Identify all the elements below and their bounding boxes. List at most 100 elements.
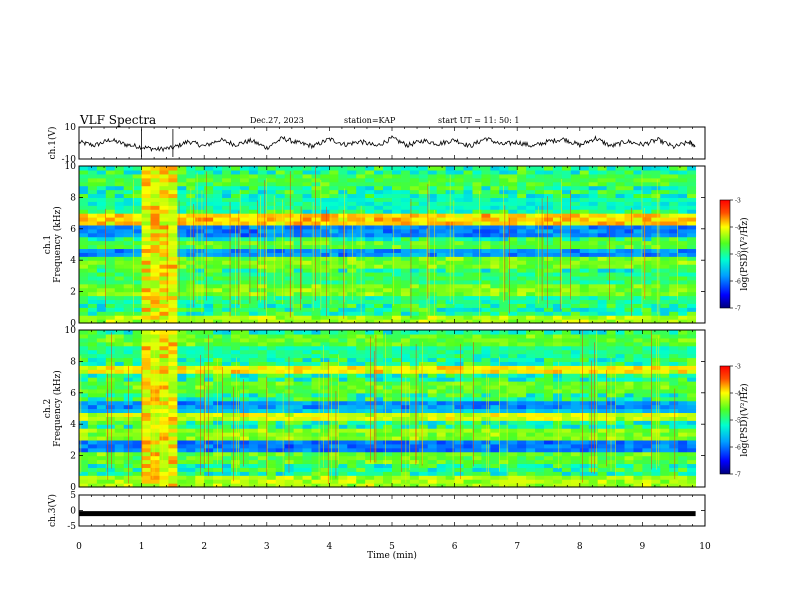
ch1-spec-cell <box>526 283 536 289</box>
ch1-spec-cell <box>365 256 375 261</box>
ch2-spec-cell <box>302 483 313 488</box>
ch2-spec-cell <box>248 357 259 362</box>
ch1-spec-cell <box>96 166 107 171</box>
ch2-spec-cell <box>418 345 429 351</box>
ch1-spec-cell <box>624 220 635 226</box>
ch1-spec-cell <box>132 189 143 195</box>
ch1-spec-cell <box>79 240 89 246</box>
ch1-spec-cell <box>392 311 402 316</box>
ch1-spec-cell <box>606 213 617 218</box>
ch2-spec-cell <box>338 455 348 461</box>
ch1-spec-cell <box>561 287 572 293</box>
ch2-spec-cell <box>302 451 313 457</box>
ch1-spec-cell <box>365 213 375 218</box>
ch2-spec-cell <box>87 341 98 347</box>
ch1-spec-cell <box>597 224 608 230</box>
ch1-spec-cell <box>481 213 491 218</box>
ch2-spec-cell <box>365 455 375 461</box>
ch2-spec-cell <box>248 381 259 386</box>
ch1-spec-cell <box>141 166 152 171</box>
ch1-spec-cell <box>508 185 518 191</box>
ch1-spec-cell <box>588 315 599 320</box>
ch1-spec-cell <box>248 236 259 242</box>
ch1-spec-cell <box>329 236 339 242</box>
ch1-spec-cell <box>213 240 223 246</box>
ch2-spec-cell <box>222 467 232 472</box>
ch1-spec-cell <box>275 177 286 183</box>
ch1-spec-cell <box>105 248 116 253</box>
ch1-spec-cell <box>248 264 259 269</box>
ch1-spec-cell <box>427 240 438 246</box>
ch2-spec-cell <box>114 435 125 441</box>
ch1-spec-cell <box>427 291 438 297</box>
ch1-spec-cell <box>231 268 241 273</box>
ch2-spec-cell <box>275 420 286 425</box>
ch1-spec-cell <box>96 307 107 312</box>
ch1-spec-cell <box>248 248 259 253</box>
ch2-spec-cell <box>150 479 161 484</box>
ch2-spec-cell <box>427 435 438 441</box>
ch1-spec-cell <box>96 213 107 218</box>
ch1-spec-cell <box>275 181 286 187</box>
ch2-spec-cell <box>329 377 339 382</box>
ch2-spec-cell <box>409 388 420 394</box>
ch1-spec-cell <box>481 181 491 187</box>
ch1-spec-cell <box>633 275 643 281</box>
ch1-spec-cell <box>687 189 697 195</box>
ch2-spec-cell <box>338 471 348 476</box>
ch1-spec-cell <box>204 252 214 257</box>
ch2-spec-cell <box>159 463 170 468</box>
ch1-spec-cell <box>499 275 509 281</box>
ch2-spec-cell <box>257 333 268 339</box>
ch2-spec-cell <box>222 349 232 355</box>
ch2-spec-cell <box>302 365 313 370</box>
ch1-spec-cell <box>579 244 590 250</box>
ch2-spec-cell <box>302 439 313 445</box>
ch2-spec-cell <box>284 420 295 425</box>
ch2-spec-cell <box>392 467 402 472</box>
ch1-spec-cell <box>392 197 402 202</box>
ch1-spec-cell <box>490 256 500 261</box>
ch2-spec-cell <box>454 424 465 429</box>
ch2-spec-cell <box>96 404 107 410</box>
ch1-spec-cell <box>311 287 322 293</box>
ch1-spec-cell <box>517 228 527 234</box>
ch1-spec-cell <box>660 311 670 316</box>
ch1-spec-cell <box>150 193 161 198</box>
ch2-spec-cell <box>490 483 500 488</box>
ch1-spec-cell <box>615 311 626 316</box>
ch1-spec-cell <box>561 291 572 297</box>
ch1-spec-cell <box>517 189 527 195</box>
ch2-spec-cell <box>231 463 241 468</box>
ch2-spec-cell <box>231 381 241 386</box>
ch1-spec-cell <box>552 220 563 226</box>
ch1-spec-cell <box>392 264 402 269</box>
ch2-spec-cell <box>365 373 375 378</box>
ch2-spec-cell <box>114 365 125 370</box>
ch1-spec-cell <box>383 213 393 218</box>
ch2-spec-cell <box>490 471 500 476</box>
ch2-spec-cell <box>383 451 393 457</box>
ch1-spec-cell <box>579 173 590 179</box>
ch1-spec-cell <box>463 213 474 218</box>
ch2-spec-cell <box>222 345 232 351</box>
ch2-spec-cell <box>141 330 152 335</box>
ch1-spec-cell <box>418 185 429 191</box>
ch2-spec-cell <box>257 369 268 374</box>
ch1-spec-cell <box>338 236 348 242</box>
ch1-spec-cell <box>302 236 313 242</box>
ch1-spec-cell <box>222 295 232 301</box>
ch1-spec-cell <box>651 303 661 308</box>
ch2-spec-cell <box>293 341 304 347</box>
ch1-spec-cell <box>615 307 626 312</box>
ch2-spec-cell <box>150 381 161 386</box>
ch2-spec-cell <box>409 330 420 335</box>
ch1-spec-cell <box>481 189 491 195</box>
ch1-spec-cell <box>239 279 250 285</box>
ch1-spec-cell <box>696 315 706 320</box>
ch1-spec-cell <box>79 319 89 324</box>
ch2-spec-cell <box>257 479 268 484</box>
ch1-spec-cell <box>257 256 268 261</box>
ch2-spec-cell <box>463 479 474 484</box>
ch1-spec-cell <box>651 173 661 179</box>
